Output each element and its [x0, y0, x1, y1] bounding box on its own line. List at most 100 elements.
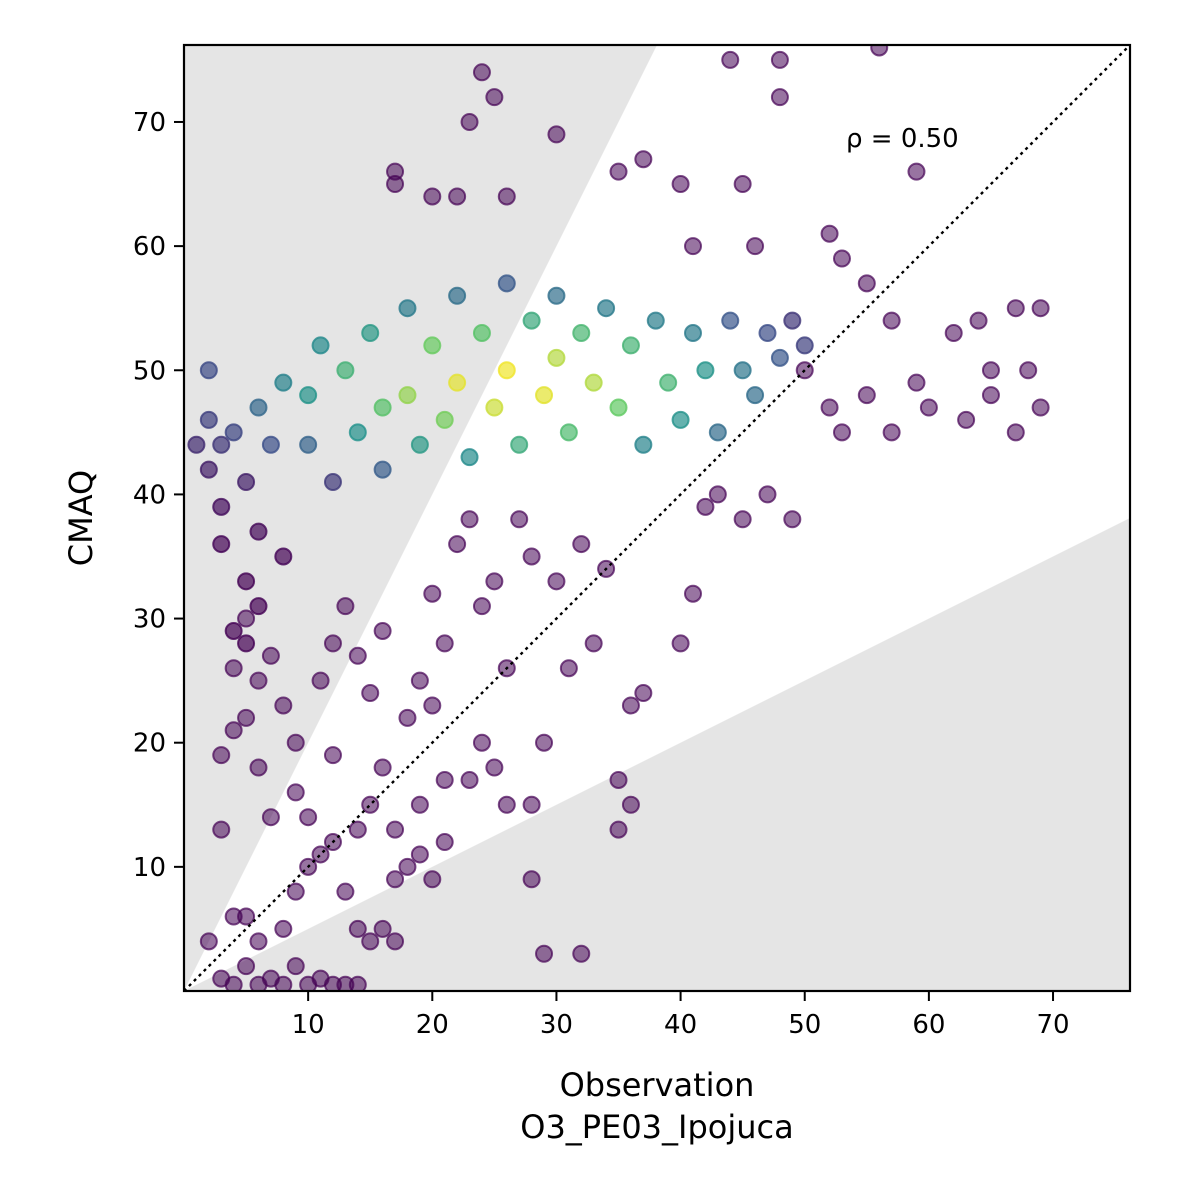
data-point	[410, 845, 429, 864]
data-point	[497, 361, 516, 380]
data-point	[634, 150, 653, 169]
data-point	[423, 187, 442, 206]
data-point	[336, 361, 355, 380]
data-point	[621, 696, 640, 715]
data-point	[373, 919, 392, 938]
data-point	[485, 398, 504, 417]
shade-upper	[184, 45, 657, 991]
data-point	[448, 373, 467, 392]
data-point	[522, 795, 541, 814]
y-tick-label: 50	[133, 356, 166, 386]
data-point	[224, 721, 243, 740]
data-point	[535, 733, 554, 752]
data-point	[386, 820, 405, 839]
data-point	[832, 423, 851, 442]
data-point	[1006, 423, 1025, 442]
data-point	[609, 162, 628, 181]
data-point	[907, 162, 926, 181]
data-point	[361, 324, 380, 343]
x-tick-label: 30	[540, 1010, 573, 1040]
data-point	[274, 919, 293, 938]
data-point	[584, 634, 603, 653]
data-point	[261, 435, 280, 454]
data-point	[435, 833, 454, 852]
data-point	[684, 324, 703, 343]
data-point	[274, 373, 293, 392]
data-point	[286, 783, 305, 802]
data-point	[572, 324, 591, 343]
data-point	[249, 597, 268, 616]
data-point	[237, 572, 256, 591]
data-point	[199, 932, 218, 951]
data-point	[659, 373, 678, 392]
data-point	[882, 311, 901, 330]
data-point	[398, 857, 417, 876]
x-tick-label: 40	[664, 1010, 697, 1040]
data-point	[212, 969, 231, 988]
data-point	[348, 820, 367, 839]
data-point	[311, 336, 330, 355]
data-point	[237, 609, 256, 628]
data-point	[199, 361, 218, 380]
data-point	[398, 386, 417, 405]
data-point	[237, 708, 256, 727]
data-point	[634, 684, 653, 703]
data-point	[361, 684, 380, 703]
x-tick-label: 60	[912, 1010, 945, 1040]
data-point	[547, 348, 566, 367]
data-point	[832, 249, 851, 268]
data-point	[907, 373, 926, 392]
data-point	[323, 634, 342, 653]
y-axis-label: CMAQ	[62, 470, 100, 566]
data-point	[981, 361, 1000, 380]
reference-line	[184, 45, 1130, 991]
data-point	[323, 746, 342, 765]
data-point	[286, 957, 305, 976]
data-point	[348, 919, 367, 938]
x-tick-label: 70	[1036, 1010, 1069, 1040]
data-point	[485, 758, 504, 777]
data-point	[572, 535, 591, 554]
data-point	[472, 597, 491, 616]
x-axis-label: Observation	[560, 1066, 755, 1104]
data-point	[497, 274, 516, 293]
data-point	[857, 274, 876, 293]
data-point	[299, 808, 318, 827]
data-point	[435, 770, 454, 789]
data-point	[448, 187, 467, 206]
data-point	[708, 485, 727, 504]
data-point	[323, 472, 342, 491]
y-tick-label: 20	[133, 729, 166, 759]
data-point	[609, 820, 628, 839]
data-point	[386, 175, 405, 194]
x-tick-label: 10	[292, 1010, 325, 1040]
data-point	[448, 286, 467, 305]
y-axis: 10 20 30 40 50 60 70	[133, 108, 184, 883]
data-point	[199, 460, 218, 479]
data-point	[212, 535, 231, 554]
data-point	[510, 510, 529, 529]
data-point	[684, 237, 703, 256]
data-point	[770, 348, 789, 367]
data-point	[237, 907, 256, 926]
data-point	[373, 621, 392, 640]
data-point	[224, 659, 243, 678]
data-point	[746, 386, 765, 405]
data-point	[386, 870, 405, 889]
data-point	[758, 485, 777, 504]
data-point	[559, 423, 578, 442]
data-point	[547, 572, 566, 591]
data-point	[448, 535, 467, 554]
data-point	[472, 733, 491, 752]
data-point	[249, 932, 268, 951]
data-point	[621, 795, 640, 814]
data-point	[299, 435, 318, 454]
data-point	[609, 398, 628, 417]
data-point	[299, 386, 318, 405]
y-tick-label: 70	[133, 108, 166, 138]
data-point	[224, 423, 243, 442]
data-point	[547, 125, 566, 144]
data-point	[671, 634, 690, 653]
data-point	[249, 671, 268, 690]
data-point	[572, 944, 591, 963]
